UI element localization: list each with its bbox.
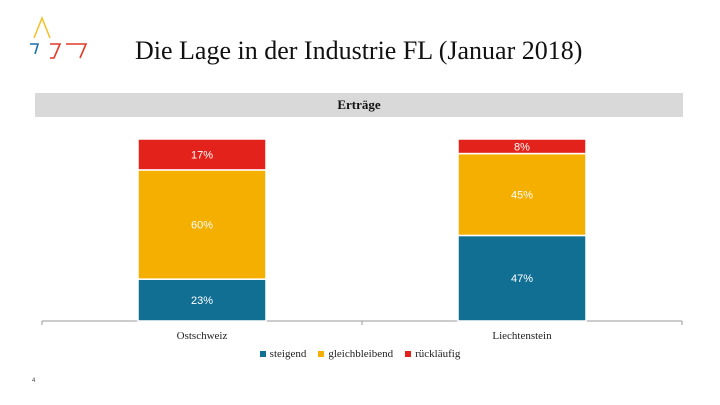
legend-item: gleichbleibend: [318, 348, 393, 360]
legend-swatch: [405, 351, 412, 358]
legend-label: steigend: [269, 348, 307, 360]
page-number: 4: [32, 378, 36, 384]
data-label: 8%: [514, 141, 530, 153]
bar-segment-steigend-Liechtenstein: [457, 234, 587, 322]
logo-blue-shape: [30, 43, 40, 55]
bar-segment-gleichbleibend-Ostschweiz: [137, 169, 267, 280]
legend-item: steigend: [259, 348, 307, 360]
legend-label: gleichbleibend: [328, 348, 394, 360]
chart-legend: steigend gleichbleibend rückläufig: [0, 348, 720, 360]
category-label: Ostschweiz: [177, 330, 228, 342]
category-label: Liechtenstein: [492, 330, 552, 342]
data-label: 47%: [511, 273, 533, 285]
bar-segment-rückläufig-Liechtenstein: [457, 138, 587, 155]
stacked-bar-chart: 23% 60% 17% Ostschweiz 47% 45% 8% Liechtenstein: [41, 138, 683, 342]
bar-segment-rückläufig-Ostschweiz: [137, 138, 267, 171]
legend-swatch: [318, 351, 325, 358]
data-label: 45%: [511, 190, 533, 202]
legend-label: rückläufig: [415, 348, 461, 360]
logo: [30, 15, 88, 59]
chart-title: Erträge: [35, 93, 683, 117]
bar-segment-gleichbleibend-Liechtenstein: [457, 152, 587, 237]
data-label: 23%: [191, 295, 213, 307]
logo-red-shape-left: [50, 43, 62, 59]
data-label: 17%: [191, 149, 213, 161]
slide-title: Die Lage in der Industrie FL (Januar 201…: [135, 36, 583, 65]
logo-red-shape-right: [66, 43, 88, 59]
logo-yellow-triangle: [33, 15, 51, 39]
bar-segment-steigend-Ostschweiz: [137, 278, 267, 322]
legend-item: rückläufig: [405, 348, 460, 360]
legend-swatch: [259, 351, 266, 358]
data-label: 60%: [191, 220, 213, 232]
